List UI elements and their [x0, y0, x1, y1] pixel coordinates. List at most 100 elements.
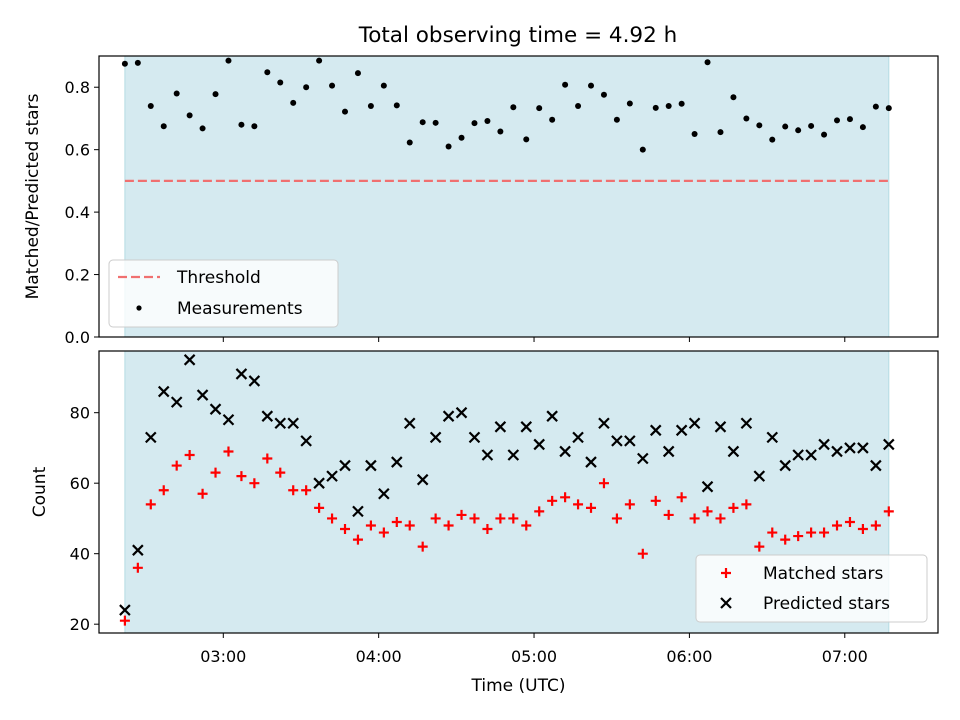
predicted-star-point: [624, 435, 636, 447]
predicted-star-point: [209, 403, 222, 415]
predicted-star-point: [649, 424, 662, 437]
legend-label: Matched stars: [763, 564, 883, 584]
predicted-star-point: [714, 421, 727, 433]
predicted-star-point: [598, 417, 610, 430]
counts-legend: Matched stars Predicted stars: [695, 554, 928, 623]
measurement-point: [121, 60, 128, 67]
predicted-star-point: [429, 431, 442, 444]
predicted-star-point: [611, 435, 623, 447]
matched-star-point: [288, 485, 299, 496]
matched-star-point: [754, 541, 765, 552]
matched-star-point: [741, 499, 752, 510]
measurement-point: [756, 122, 763, 129]
measurement-point: [523, 136, 530, 143]
matched-star-point: [832, 520, 843, 531]
measurement-point: [743, 115, 750, 122]
measurement-point: [354, 70, 361, 77]
predicted-star-point: [481, 449, 494, 461]
matched-star-point: [560, 492, 571, 503]
legend-box: [695, 554, 928, 623]
predicted-star-point: [403, 417, 416, 430]
legend-box: [108, 259, 339, 328]
matched-star-point: [767, 527, 778, 538]
measurement-point: [846, 116, 853, 123]
measurement-point: [277, 79, 284, 86]
predicted-star-point: [546, 410, 558, 422]
measurement-point: [147, 102, 154, 109]
matched-star-point: [391, 516, 402, 527]
matched-star-point: [197, 488, 208, 499]
measurement-point: [613, 116, 620, 123]
measurement-point: [484, 117, 491, 124]
predicted-star-point: [520, 421, 533, 433]
predicted-star-point: [365, 459, 377, 472]
predicted-star-point: [662, 445, 675, 458]
matched-star-point: [223, 446, 234, 457]
measurement-point: [329, 82, 336, 89]
matched-star-point: [521, 520, 532, 531]
ratio-legend: Threshold Measurements: [108, 259, 339, 328]
matched-star-point: [586, 502, 597, 513]
predicted-star-point: [688, 417, 701, 430]
measurement-point: [562, 81, 569, 88]
measurement-point: [730, 94, 737, 101]
predicted-star-point: [183, 354, 196, 366]
predicted-star-point: [818, 438, 830, 451]
predicted-star-point: [248, 375, 261, 387]
measurement-point: [652, 104, 659, 111]
y-tick-label: 80: [70, 404, 90, 423]
matched-star-point: [210, 467, 221, 478]
predicted-star-point: [145, 431, 157, 444]
predicted-star-point: [857, 442, 869, 454]
measurement-point: [549, 116, 556, 123]
y-tick-label: 0.8: [65, 78, 90, 97]
measurement-point: [303, 84, 310, 91]
matched-star-point: [883, 506, 894, 517]
plot-frame: [98, 350, 939, 634]
y-tick-label: 0.6: [65, 141, 90, 160]
predicted-star-point: [235, 368, 248, 380]
y-tick-label: 40: [70, 545, 90, 564]
measurement-point: [678, 100, 685, 107]
y-axis-label: Matched/Predicted stars: [23, 93, 43, 299]
matched-star-point: [547, 495, 558, 506]
measurement-point: [885, 105, 892, 112]
y-tick-label: 0.4: [65, 203, 90, 222]
y-tick-label: 0.2: [65, 266, 90, 285]
matched-star-point: [534, 506, 545, 517]
measurement-point: [225, 57, 232, 64]
matched-star-point: [676, 492, 687, 503]
matched-star-point: [456, 509, 467, 520]
matched-star-point: [624, 499, 635, 510]
matched-star-point: [145, 499, 156, 510]
measurement-point: [290, 99, 297, 106]
predicted-star-point: [132, 544, 144, 556]
predicted-star-point: [157, 385, 170, 398]
predicted-star-point: [442, 410, 455, 422]
measurement-point: [160, 123, 167, 130]
matched-star-point: [352, 534, 363, 545]
matched-star-point: [495, 513, 506, 524]
predicted-star-point: [792, 449, 804, 461]
predicted-star-point: [805, 449, 817, 461]
matched-star-point: [262, 453, 273, 464]
measurement-point: [588, 82, 595, 89]
measurement-point: [199, 125, 206, 132]
y-tick-label: 60: [70, 474, 90, 493]
counts-marks: [119, 354, 895, 626]
measurement-point: [432, 119, 439, 126]
measurement-point: [134, 59, 141, 66]
matched-star-point: [443, 520, 454, 531]
y-tick-label: 20: [70, 615, 90, 634]
matched-star-point: [482, 524, 493, 535]
measurement-point: [458, 134, 465, 141]
matched-star-point: [404, 520, 415, 531]
measurement-point: [471, 120, 478, 127]
predicted-star-point: [274, 417, 287, 430]
measurement-point: [380, 82, 387, 89]
matched-star-point: [417, 541, 428, 552]
matched-star-point: [689, 513, 700, 524]
matched-star-point: [702, 506, 713, 517]
